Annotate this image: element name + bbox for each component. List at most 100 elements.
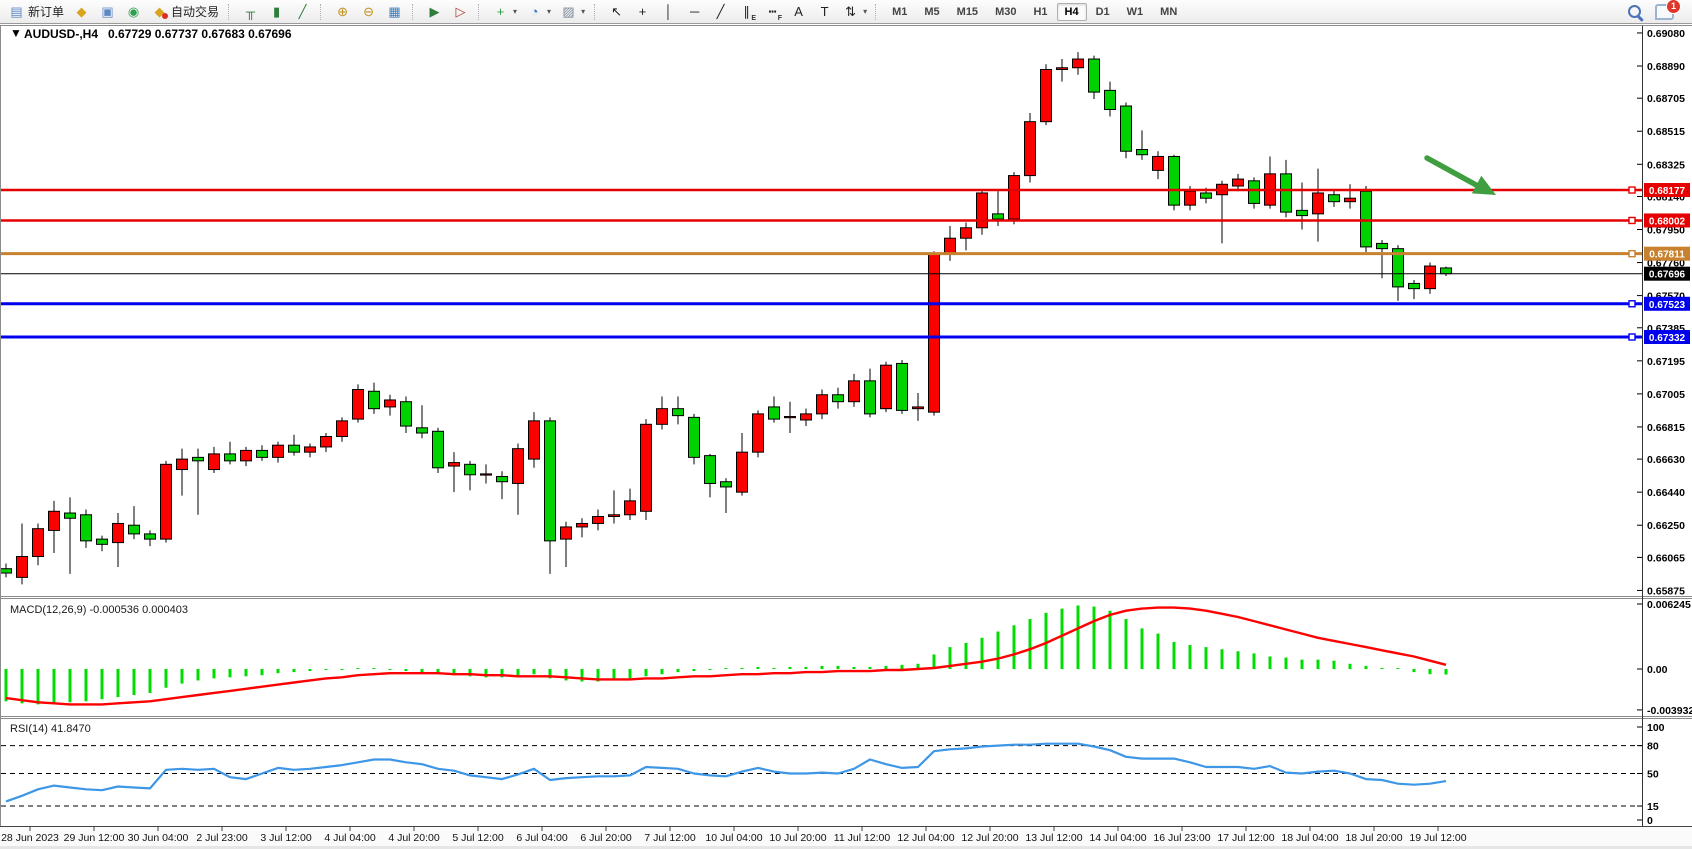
timeframe-h1[interactable]: H1 xyxy=(1033,5,1048,18)
indicators-button[interactable]: + ▾ xyxy=(488,1,521,22)
candle-bullish xyxy=(1184,190,1196,206)
candle-bearish xyxy=(1280,173,1292,213)
price-axis-tick-label: 0.68325 xyxy=(1647,159,1685,171)
candle-bearish xyxy=(288,444,300,453)
price-tag xyxy=(1644,296,1690,311)
tile-windows-button[interactable]: ▦ xyxy=(382,1,407,22)
cursor-icon: ↖ xyxy=(611,4,623,19)
timeframe-mn[interactable]: MN xyxy=(1160,5,1178,18)
crosshair-icon: + xyxy=(638,4,647,19)
date-axis-label: 30 Jun 04:00 xyxy=(128,832,189,844)
toolbar-separator xyxy=(412,3,417,20)
candle-bullish xyxy=(640,423,652,512)
trendline-icon: ╱ xyxy=(716,4,725,19)
text-button[interactable]: A xyxy=(786,1,811,22)
channel-icon: ∥ E xyxy=(743,4,757,22)
notifications-icon[interactable]: 1 xyxy=(1655,0,1681,20)
annotation-arrow-head[interactable] xyxy=(1471,175,1496,195)
fibonacci-button[interactable]: ┅ F xyxy=(760,1,785,22)
hline-marker[interactable] xyxy=(1628,249,1636,258)
rsi-axis-tick-label: 80 xyxy=(1647,741,1659,753)
candle-bearish xyxy=(1296,209,1308,217)
bar-chart-button[interactable]: ╥ xyxy=(238,1,263,22)
autotrade-button[interactable]: ◆ 自动交易 xyxy=(147,1,223,22)
channel-button[interactable]: ∥ E xyxy=(734,1,759,22)
price-tag xyxy=(1644,183,1690,198)
timeframe-m5[interactable]: M5 xyxy=(924,5,940,18)
date-axis-label: 4 Jul 04:00 xyxy=(324,832,376,844)
candle-bullish xyxy=(752,413,764,453)
zoom-in-icon: ⊕ xyxy=(337,4,348,19)
navigator-button[interactable]: ◉ xyxy=(121,1,146,22)
timeframe-h4[interactable]: H4 xyxy=(1056,2,1087,21)
notification-badge: 1 xyxy=(1666,0,1681,14)
candle-bearish xyxy=(64,512,76,519)
macd-axis-tick-label: -0.003932 xyxy=(1647,705,1692,717)
toolbar-separator xyxy=(228,3,233,20)
candle-bullish xyxy=(656,408,668,425)
candlestick-chart-button[interactable]: ▮ xyxy=(264,1,289,22)
candle-bearish xyxy=(1440,267,1452,275)
cursor-button[interactable]: ↖ xyxy=(604,1,629,22)
symbol-dropdown-icon[interactable]: ▼ xyxy=(10,26,22,40)
candle-bullish xyxy=(384,399,396,408)
hline-marker[interactable] xyxy=(1628,186,1636,194)
rsi-axis-tick-label: 100 xyxy=(1647,722,1665,734)
date-axis-background xyxy=(0,827,1692,849)
date-axis-label: 18 Jul 20:00 xyxy=(1345,832,1402,844)
auto-scroll-button[interactable]: ▶ xyxy=(422,1,447,22)
chart-shift-button[interactable]: ▷ xyxy=(448,1,473,22)
horizontal-line-button[interactable]: ─ xyxy=(682,1,707,22)
candle-bearish xyxy=(1136,148,1148,156)
date-axis-label: 6 Jul 04:00 xyxy=(516,832,568,844)
crosshair-button[interactable]: + xyxy=(630,1,655,22)
market-watch-icon: ◆ xyxy=(76,4,87,19)
candle-bearish xyxy=(368,390,380,410)
price-axis-tick-label: 0.67950 xyxy=(1647,225,1685,237)
zoom-out-icon: ⊖ xyxy=(363,4,374,19)
price-axis-tick-label: 0.66630 xyxy=(1647,454,1685,466)
fibonacci-icon-sub: F xyxy=(777,15,783,22)
chart-background xyxy=(0,24,1692,849)
trendline-button[interactable]: ╱ xyxy=(708,1,733,22)
candle-bullish xyxy=(592,516,604,524)
label-button[interactable]: T xyxy=(812,1,837,22)
candle-bullish xyxy=(1232,178,1244,187)
candlestick-chart-icon: ▮ xyxy=(272,4,281,19)
zoom-out-button[interactable]: ⊖ xyxy=(356,1,381,22)
rsi-line xyxy=(5,742,1447,803)
candle-bearish xyxy=(224,453,236,462)
hline-marker[interactable] xyxy=(1628,300,1636,308)
timeframe-w1[interactable]: W1 xyxy=(1126,5,1144,18)
candle-bearish xyxy=(1088,58,1100,93)
date-axis-label: 12 Jul 20:00 xyxy=(961,832,1018,844)
fibonacci-icon: ┅ F xyxy=(768,4,783,22)
data-window-button[interactable]: ▣ xyxy=(95,1,120,22)
timeframe-m1[interactable]: M1 xyxy=(892,5,908,18)
new-order-icon: ▤ xyxy=(10,4,23,19)
timeframe-d1[interactable]: D1 xyxy=(1095,5,1110,18)
timeframe-m30[interactable]: M30 xyxy=(995,5,1017,18)
new-order-button[interactable]: ▤ 新订单 xyxy=(4,1,68,22)
search-icon[interactable] xyxy=(1628,5,1641,18)
market-watch-button[interactable]: ◆ xyxy=(69,1,94,22)
templates-button[interactable]: ▨ ▾ xyxy=(556,1,589,22)
arrows-button[interactable]: ⇅ ▾ xyxy=(838,1,871,22)
date-axis-label: 28 Jun 2023 xyxy=(1,832,59,844)
hline-marker[interactable] xyxy=(1628,333,1636,341)
zoom-in-button[interactable]: ⊕ xyxy=(330,1,355,22)
candle-bearish xyxy=(128,524,140,535)
candle-bullish xyxy=(1072,58,1084,69)
candle-bullish xyxy=(608,514,620,518)
price-tag xyxy=(1644,330,1690,345)
line-chart-button[interactable]: ╱ xyxy=(290,1,315,22)
periods-button[interactable]: ◔ ▾ xyxy=(522,1,555,22)
vertical-line-button[interactable]: │ xyxy=(656,1,681,22)
timeframe-m15[interactable]: M15 xyxy=(956,5,979,18)
hline-marker[interactable] xyxy=(1628,216,1636,225)
arrows-icon: ⇅ xyxy=(845,4,857,19)
date-axis-label: 10 Jul 20:00 xyxy=(769,832,826,844)
price-tag-label: 0.67523 xyxy=(1649,300,1686,311)
annotation-arrow-shaft[interactable] xyxy=(1424,155,1481,189)
rsi-axis-tick-label: 50 xyxy=(1647,768,1659,780)
